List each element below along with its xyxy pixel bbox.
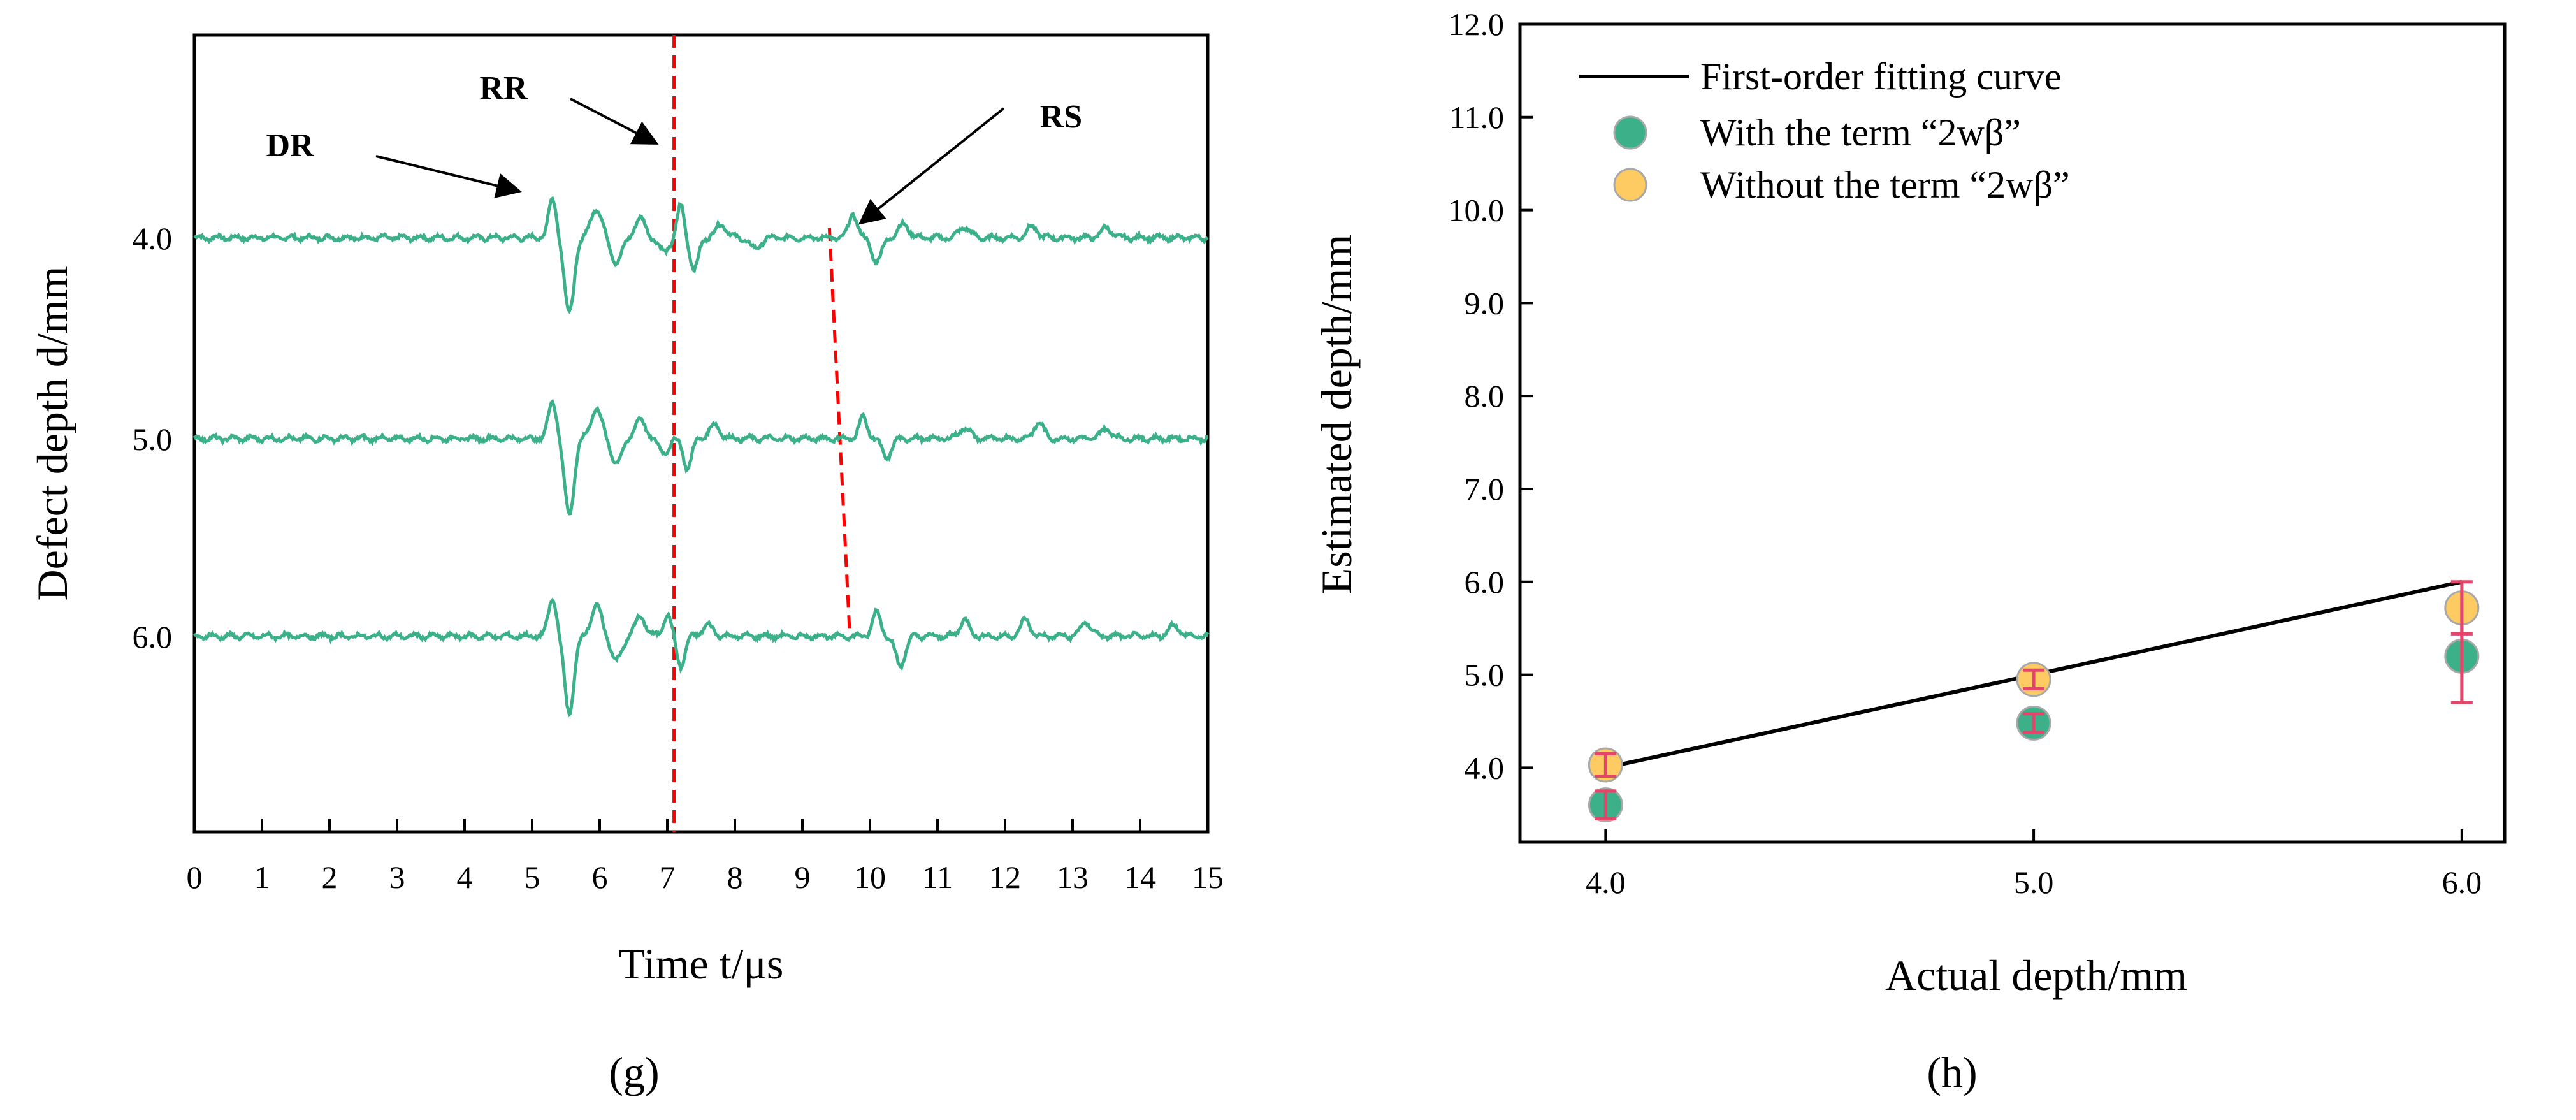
panel-g-x-tick-label: 7 (660, 859, 676, 895)
panel-g-x-tick-label: 6 (592, 859, 608, 895)
panel-g-x-tick-label: 3 (389, 859, 405, 895)
panel-g-trace-depth-label: 6.0 (133, 619, 173, 655)
panel-h-x-tick-label: 4.0 (1586, 864, 1626, 900)
panel-g-trace-4 (193, 196, 1209, 314)
panel-g-y-axis-title: Defect depth d/mm (28, 266, 76, 601)
panel-g-trace-depth-label: 4.0 (133, 221, 173, 256)
legend-with-term-label: With the term “2wβ” (1700, 112, 2021, 154)
panel-g-annotation-arrow-DR (375, 155, 522, 198)
panel-h-y-tick-label: 9.0 (1465, 285, 1505, 321)
panel-g-x-tick-label: 12 (989, 859, 1021, 895)
legend-without-term-marker (1613, 168, 1647, 202)
panel-h-frame (1518, 22, 2507, 844)
panel-g-x-tick-label: 5 (525, 859, 540, 895)
panel-g-x-tick-label: 15 (1192, 859, 1224, 895)
panel-h-y-tick-label: 7.0 (1465, 471, 1505, 507)
panel-g-x-tick-label: 8 (727, 859, 743, 895)
panel-g-rs-reference-line (827, 228, 851, 634)
panel-h-y-tick-label: 12.0 (1449, 6, 1505, 42)
panel-g-trace-5 (192, 398, 1208, 516)
panel-h-x-tick-label: 6.0 (2442, 864, 2482, 900)
panel-g-x-tick-label: 11 (922, 859, 953, 895)
panel-h-y-axis-title: Estimated depth/mm (1312, 235, 1361, 595)
panel-h-y-tick-label: 8.0 (1465, 378, 1505, 414)
panel-h-x-tick-label: 5.0 (2014, 864, 2054, 900)
panel-g-x-tick-label: 4 (457, 859, 473, 895)
panel-g-annotation-arrow-RS (858, 107, 1005, 225)
panel-h-label: (h) (1927, 1048, 1977, 1096)
panel-g-trace-6 (192, 597, 1210, 718)
legend-fit-line-label: First-order fitting curve (1700, 55, 2062, 98)
panel-h-y-tick-label: 4.0 (1465, 750, 1505, 785)
panel-h: 4.05.06.07.08.09.010.011.012.04.0 5.0 6.0 … (1312, 6, 2507, 1096)
panel-g-x-tick-label: 9 (795, 859, 811, 895)
legend-with-term-marker (1613, 115, 1647, 150)
panel-g-x-tick-label: 13 (1057, 859, 1089, 895)
panel-g-annotation-DR: DR (266, 127, 315, 164)
panel-g-annotation-RR: RR (479, 70, 528, 106)
panel-h-y-tick-label: 10.0 (1449, 193, 1505, 228)
panel-h-y-tick-label: 11.0 (1449, 99, 1504, 135)
panel-g-x-tick-label: 10 (854, 859, 886, 895)
legend-without-term-label: Without the term “2wβ” (1700, 164, 2070, 206)
panel-g-x-axis-title: Time t/μs (619, 940, 784, 988)
panel-g-x-tick-label: 14 (1124, 859, 1156, 895)
panel-g-x-tick-label: 0 (187, 859, 203, 895)
panel-h-legend: First-order fitting curve With the term … (1579, 55, 2070, 206)
panel-g-frame (192, 33, 1210, 834)
panel-h-y-tick-label: 5.0 (1465, 657, 1505, 693)
panel-g-annotation-arrow-RR (570, 98, 659, 145)
panel-g-label: (g) (609, 1048, 659, 1096)
panel-h-x-axis-title: Actual depth/mm (1885, 951, 2187, 1000)
panel-g-x-tick-label: 1 (254, 859, 270, 895)
panel-h-y-tick-label: 6.0 (1465, 564, 1505, 600)
panel-g-x-tick-label: 2 (322, 859, 338, 895)
panel-g-annotation-RS: RS (1040, 99, 1082, 135)
panel-g-trace-depth-label: 5.0 (133, 421, 173, 457)
